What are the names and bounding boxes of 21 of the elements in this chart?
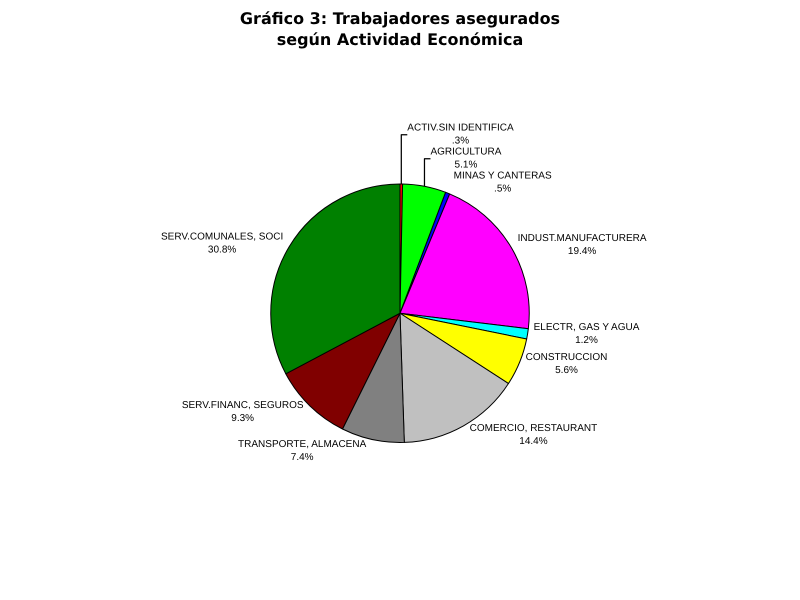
data-label: 9.3% xyxy=(231,413,254,424)
data-label: 19.4% xyxy=(568,246,596,258)
data-label: 7.4% xyxy=(290,452,314,464)
data-label: 30.8% xyxy=(208,244,236,256)
slice-label: SERV.COMUNALES, SOCI xyxy=(160,231,284,242)
slice-label: CONSTRUCCION xyxy=(526,352,608,363)
data-label: .3% xyxy=(452,136,470,147)
data-label: 5.6% xyxy=(555,364,578,376)
data-label: 5.1% xyxy=(454,160,478,171)
data-label: 1.2% xyxy=(575,335,598,346)
data-label: .5% xyxy=(494,184,512,195)
slice-label: ACTIV.SIN IDENTIFICA xyxy=(407,122,514,134)
chart-title: Gráfico 3: Trabajadores asegurados según Actividad Económica xyxy=(240,9,560,49)
slice-label: INDUST.MANUFACTURERA xyxy=(518,233,647,244)
slice-label: AGRICULTURA xyxy=(430,146,502,158)
data-label: 14.4% xyxy=(519,436,548,447)
slice-label: SERV.FINANC, SEGUROS xyxy=(182,400,304,412)
slice-label: COMERCIO, RESTAURANT xyxy=(470,422,598,434)
slice-label: TRANSPORTE, ALMACENA xyxy=(238,439,367,450)
slice-label: MINAS Y CANTERAS xyxy=(454,170,552,182)
slice-label: ELECTR, GAS Y AGUA xyxy=(534,322,640,334)
